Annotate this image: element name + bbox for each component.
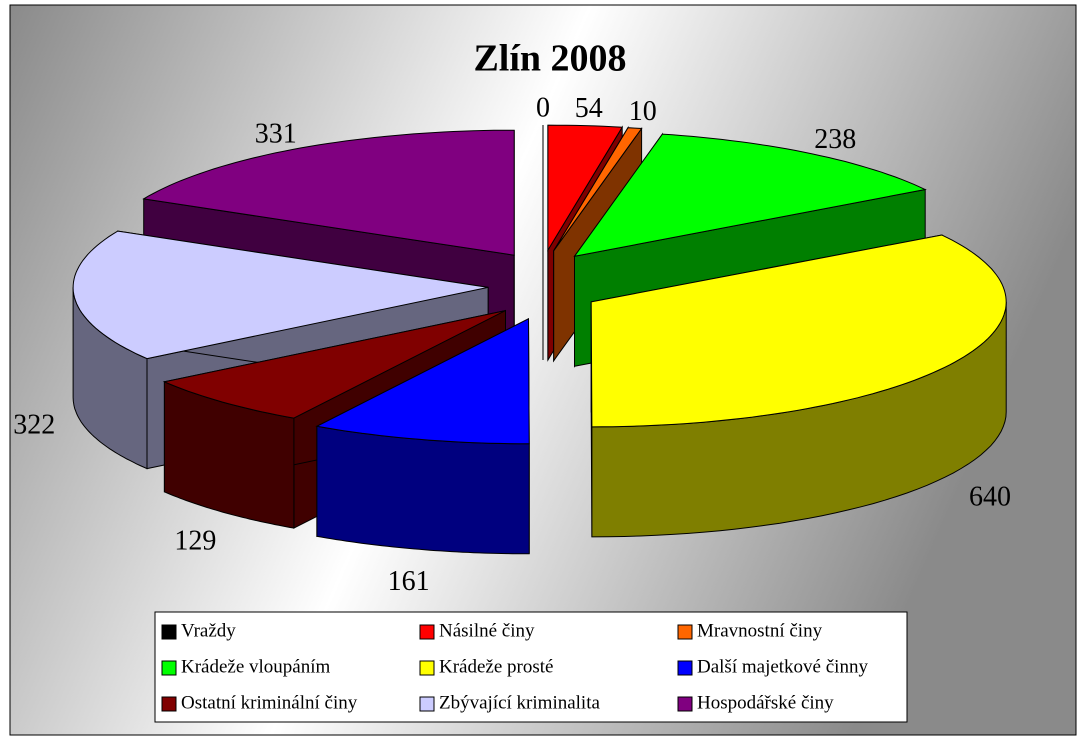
slice-side	[316, 425, 530, 555]
slice	[573, 133, 927, 258]
slice	[590, 234, 1007, 428]
legend-swatch	[419, 624, 435, 640]
chart-title: Zlín 2008	[473, 38, 626, 80]
data-label: 129	[174, 525, 216, 556]
slice	[315, 317, 530, 445]
legend-swatch	[161, 696, 177, 712]
data-label: 238	[814, 124, 856, 155]
data-label: 0	[536, 92, 550, 123]
slice	[142, 129, 515, 256]
legend-label: Krádeže prosté	[439, 656, 553, 677]
legend-swatch	[161, 624, 177, 640]
legend-swatch	[677, 660, 693, 676]
data-label: 161	[388, 566, 430, 597]
legend-label: Násilné činy	[439, 620, 535, 641]
slice	[72, 230, 489, 360]
legend-label: Vraždy	[181, 620, 236, 641]
legend-swatch	[677, 696, 693, 712]
slice	[162, 310, 506, 419]
legend-swatch	[677, 624, 693, 640]
legend	[154, 611, 908, 723]
slice	[547, 124, 624, 252]
legend-label: Mravnostní činy	[697, 620, 823, 641]
legend-swatch	[419, 696, 435, 712]
legend-label: Krádeže vloupáním	[181, 656, 331, 677]
data-label: 10	[629, 96, 657, 127]
data-label: 322	[13, 410, 55, 441]
data-label: 331	[255, 118, 297, 149]
pie: 0 54 10 238 640 161 129 322 331	[13, 92, 1011, 597]
data-label: 54	[575, 93, 603, 124]
legend-label: Ostatní kriminální činy	[181, 692, 358, 713]
data-label: 640	[969, 482, 1011, 513]
legend-swatch	[161, 660, 177, 676]
legend-swatch	[419, 660, 435, 676]
slice	[553, 127, 643, 251]
legend-label: Hospodářské činy	[697, 692, 834, 713]
legend-label: Další majetkové činny	[697, 656, 868, 677]
legend-items: Vraždy Násilné činy Mravnostní činy Krádeže…	[161, 620, 868, 713]
legend-label: Zbývající kriminalita	[439, 692, 600, 713]
